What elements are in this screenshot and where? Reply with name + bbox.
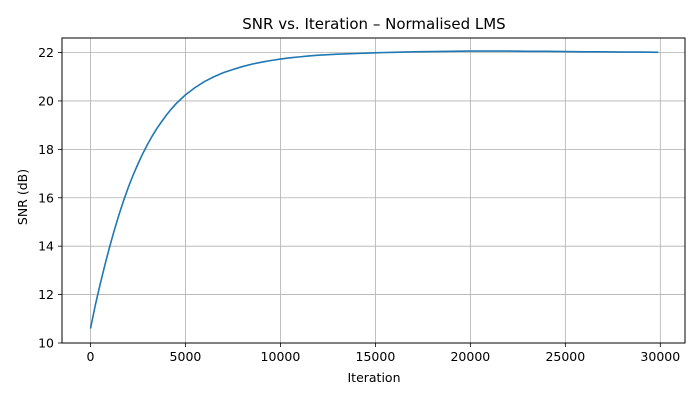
x-tick-label: 5000 [170, 349, 202, 364]
y-tick-label: 18 [38, 142, 54, 157]
y-tick-label: 14 [38, 239, 54, 254]
tick-layer: 0 5000 10000 15000 20000 25000 30000 10 12 14 16 18… [38, 45, 680, 364]
y-tick-label: 22 [38, 45, 54, 60]
x-tick-label: 15000 [356, 349, 396, 364]
y-axis-label: SNR (dB) [15, 169, 30, 225]
x-tick-label: 20000 [450, 349, 490, 364]
y-tick-label: 16 [38, 190, 54, 205]
grid [62, 38, 685, 344]
y-tick-label: 12 [38, 287, 54, 302]
y-tick-label: 20 [38, 93, 54, 108]
x-tick-label: 30000 [640, 349, 680, 364]
x-tick-label: 25000 [545, 349, 585, 364]
x-tick-label: 0 [87, 349, 95, 364]
x-axis-label: Iteration [347, 370, 400, 385]
x-tick-label: 10000 [261, 349, 301, 364]
plot-frame [61, 37, 686, 344]
chart-title: SNR vs. Iteration – Normalised LMS [242, 15, 505, 33]
series-line [89, 50, 659, 329]
y-tick-label: 10 [38, 336, 54, 351]
series-layer [89, 50, 659, 329]
